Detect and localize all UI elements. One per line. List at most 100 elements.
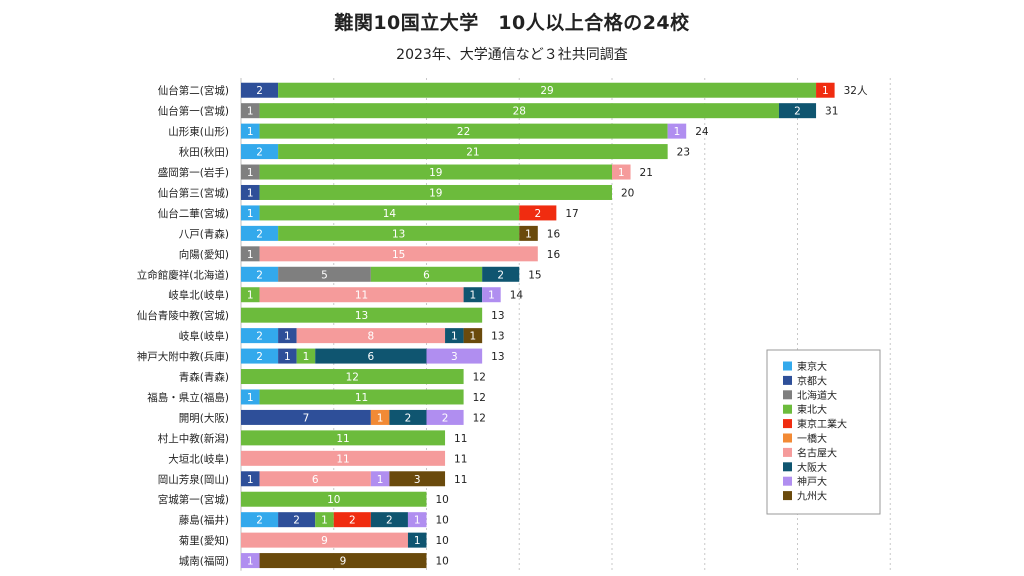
total-value-label: 31	[825, 106, 838, 118]
bar-segment	[241, 184, 260, 200]
segment-value-label: 2	[256, 147, 263, 159]
segment-value-label: 28	[513, 106, 526, 118]
bar-segment	[241, 246, 260, 262]
legend-swatch	[783, 404, 792, 414]
segment-value-label: 1	[488, 290, 495, 302]
segment-value-label: 1	[414, 535, 421, 547]
segment-value-label: 1	[247, 167, 254, 179]
segment-value-label: 2	[256, 515, 263, 527]
bar-segment	[259, 164, 612, 180]
legend-label: 神戸大	[797, 475, 827, 488]
bar-segment	[296, 348, 316, 364]
bar-segment	[241, 307, 483, 323]
legend-label: 一橋大	[797, 432, 827, 445]
bar-segment	[241, 144, 279, 160]
bar-segment	[370, 471, 390, 487]
bar-segment	[389, 471, 446, 487]
segment-value-label: 1	[470, 290, 477, 302]
legend-swatch	[783, 476, 792, 486]
bar-segment	[241, 553, 260, 569]
segment-value-label: 1	[525, 228, 532, 240]
bar-segment	[241, 287, 260, 303]
category-label: 宮城第一(宮城)	[158, 493, 229, 506]
legend-label: 東京大	[797, 360, 827, 373]
bar-segment	[259, 471, 371, 487]
total-value-label: 10	[436, 535, 449, 547]
bar-segment	[519, 205, 557, 221]
segment-value-label: 29	[540, 85, 553, 97]
total-value-label: 13	[491, 351, 504, 363]
total-value-label: 10	[436, 515, 449, 527]
segment-value-label: 1	[377, 412, 384, 424]
segment-value-label: 21	[466, 147, 479, 159]
segment-value-label: 2	[442, 412, 449, 424]
segment-value-label: 1	[247, 249, 254, 261]
bar-segment	[370, 512, 408, 528]
category-label: 藤島(福井)	[179, 514, 229, 527]
segment-value-label: 11	[336, 433, 349, 445]
legend-swatch	[783, 375, 792, 385]
bar-segment	[241, 491, 427, 507]
category-label: 開明(大阪)	[179, 411, 229, 424]
legend-swatch	[783, 447, 792, 457]
segment-value-label: 8	[368, 331, 375, 343]
segment-value-label: 2	[256, 331, 263, 343]
segment-value-label: 2	[405, 412, 412, 424]
bar-segment	[778, 103, 817, 119]
segment-value-label: 1	[247, 106, 254, 118]
segment-value-label: 10	[327, 494, 340, 506]
segment-value-label: 6	[312, 474, 319, 486]
legend-label: 東北大	[797, 403, 827, 416]
category-label: 立命館慶祥(北海道)	[137, 268, 229, 281]
segment-value-label: 9	[340, 556, 347, 568]
category-label: 山形東(山形)	[168, 125, 229, 138]
category-label: 青森(青森)	[179, 371, 229, 384]
segment-value-label: 3	[451, 351, 458, 363]
bar-segment	[241, 532, 408, 548]
segment-value-label: 2	[256, 228, 263, 240]
segment-value-label: 2	[534, 208, 541, 220]
legend-label: 九州大	[797, 490, 827, 503]
bar-segment	[278, 144, 668, 160]
bar-segment	[370, 266, 483, 282]
bar-segment	[259, 205, 520, 221]
category-label: 仙台青陵中教(宮城)	[137, 309, 229, 322]
legend-swatch	[783, 419, 792, 429]
segment-value-label: 2	[256, 351, 263, 363]
bar-segment	[259, 389, 464, 405]
bar-segment	[426, 348, 483, 364]
category-label: 大垣北(岐阜)	[168, 452, 229, 465]
segment-value-label: 1	[247, 474, 254, 486]
bar-segment	[241, 348, 279, 364]
bar-segment	[241, 225, 279, 241]
segment-value-label: 1	[377, 474, 384, 486]
bar-segment	[315, 512, 334, 528]
category-label: 神戸大附中教(兵庫)	[137, 350, 229, 363]
segment-value-label: 11	[355, 392, 368, 404]
segment-value-label: 3	[414, 474, 421, 486]
bar-segment	[482, 266, 520, 282]
bar-segment	[241, 123, 260, 139]
category-label: 岡山芳泉(岡山)	[158, 473, 229, 486]
segment-value-label: 1	[303, 351, 310, 363]
segment-value-label: 2	[497, 269, 504, 281]
legend-swatch	[783, 390, 792, 400]
total-value-label: 11	[454, 474, 467, 486]
segment-value-label: 2	[349, 515, 356, 527]
category-label: 菊里(愛知)	[179, 534, 229, 547]
bar-segment	[241, 430, 446, 446]
segment-value-label: 11	[355, 290, 368, 302]
category-label: 福島・県立(福島)	[147, 391, 229, 404]
segment-value-label: 1	[247, 187, 254, 199]
bar-segment	[259, 553, 427, 569]
segment-value-label: 2	[293, 515, 300, 527]
segment-value-label: 1	[284, 331, 291, 343]
bar-segment	[278, 82, 817, 98]
segment-value-label: 15	[392, 249, 405, 261]
segment-value-label: 2	[386, 515, 393, 527]
total-value-label: 16	[547, 228, 561, 240]
bar-segment	[241, 409, 371, 425]
category-label: 岐阜北(岐阜)	[168, 289, 229, 302]
segment-value-label: 6	[368, 351, 375, 363]
bar-segment	[278, 348, 297, 364]
